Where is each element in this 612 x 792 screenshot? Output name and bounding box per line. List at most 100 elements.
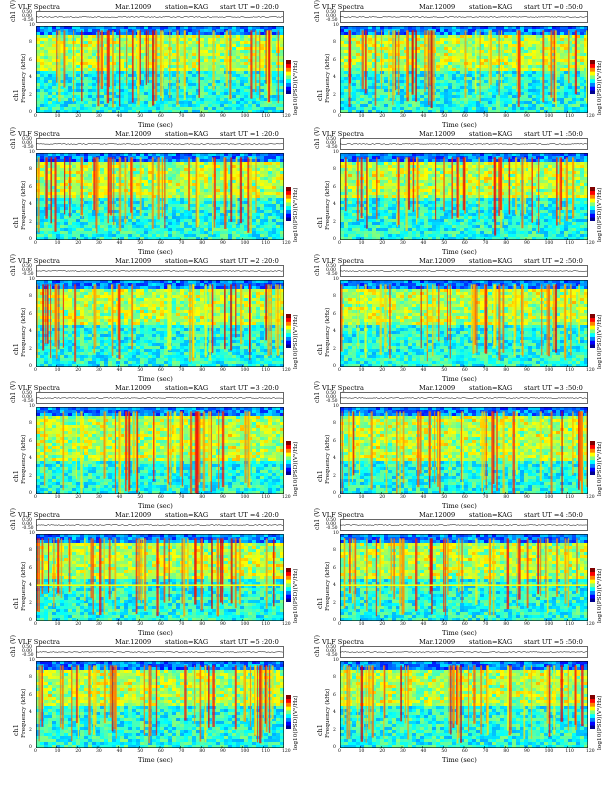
spectrogram-cell	[384, 86, 388, 89]
spectrogram-cell	[216, 165, 220, 168]
spectrogram-cell	[228, 159, 232, 162]
spectrogram-cell	[68, 80, 72, 83]
spectrogram-cell	[392, 110, 396, 113]
spectrogram-cell	[232, 68, 236, 71]
spectrogram-cell	[352, 38, 356, 41]
spectrogram-cell	[184, 26, 188, 29]
spectrogram-cell	[128, 65, 132, 68]
spectrogram-cell	[116, 198, 120, 201]
spectrogram-cell	[36, 32, 40, 35]
y-tick-label: 2	[29, 93, 32, 99]
spectrogram-cell	[260, 86, 264, 89]
spectrogram-cell	[64, 26, 68, 29]
spectrogram-cell	[576, 77, 580, 80]
spectrogram-cell	[204, 186, 208, 189]
spectrogram-cell	[528, 80, 532, 83]
spectrogram-cell	[580, 89, 584, 92]
spectrogram-cell	[204, 74, 208, 77]
spectrogram-cell	[128, 92, 132, 95]
spectrogram-cell	[572, 77, 576, 80]
spectrogram-cell	[564, 44, 568, 47]
spectrogram-cell	[236, 68, 240, 71]
spectrogram-cell	[76, 38, 80, 41]
spectrogram-cell	[176, 153, 180, 156]
spectrogram-cell	[104, 80, 108, 83]
spectrogram-cell	[528, 56, 532, 59]
spectrogram-cell	[44, 74, 48, 77]
spectrogram-cell	[468, 59, 472, 62]
spectrogram-cell	[44, 26, 48, 29]
spectrogram-cell	[88, 59, 92, 62]
spectrogram-cell	[248, 110, 252, 113]
spectrogram-cell	[112, 98, 116, 101]
y-tick-label: 10	[333, 23, 339, 29]
spectrogram-cell	[268, 168, 272, 171]
spectrogram-cell	[520, 80, 524, 83]
spectrogram-cell	[368, 89, 372, 92]
spectrogram-cell	[132, 56, 136, 59]
spectrogram-cell	[88, 74, 92, 77]
spectrogram-cell	[576, 83, 580, 86]
spectrogram-cell	[484, 107, 488, 110]
spectrogram-cell	[424, 56, 428, 59]
spectrogram-cell	[52, 41, 56, 44]
spectrogram-cell	[384, 74, 388, 77]
spectrogram-cell	[112, 47, 116, 50]
spectrogram-cell	[208, 41, 212, 44]
spectrogram-cell	[240, 83, 244, 86]
spectrogram-cell	[48, 174, 52, 177]
spectrogram-cell	[64, 32, 68, 35]
spectrogram-cell	[180, 95, 184, 98]
spectrogram-cell	[548, 110, 552, 113]
spectrogram-cell	[64, 204, 68, 207]
spectrogram-cell	[104, 183, 108, 186]
spectrogram-cell	[40, 62, 44, 65]
spectrogram-cell	[88, 92, 92, 95]
spectrogram-cell	[552, 107, 556, 110]
spectrogram-burst	[568, 30, 570, 84]
spectrogram-cell	[376, 32, 380, 35]
spectrogram-cell	[184, 174, 188, 177]
spectrogram-cell	[104, 32, 108, 35]
spectrogram-cell	[40, 201, 44, 204]
spectrogram-cell	[156, 86, 160, 89]
spectrogram-cell	[204, 44, 208, 47]
spectrogram-cell	[84, 80, 88, 83]
spectrogram-cell	[564, 107, 568, 110]
spectrogram-cell	[128, 171, 132, 174]
spectrogram-cell	[220, 68, 224, 71]
spectrogram-cell	[252, 104, 256, 107]
spectrogram-cell	[192, 62, 196, 65]
spectrogram-cell	[172, 65, 176, 68]
spectrogram-cell	[344, 68, 348, 71]
spectrogram-cell	[172, 29, 176, 32]
spectrogram-cell	[472, 101, 476, 104]
spectrogram-cell	[512, 101, 516, 104]
spectrogram-cell	[120, 192, 124, 195]
spectrogram-cell	[48, 74, 52, 77]
spectrogram-cell	[576, 65, 580, 68]
spectrogram-cell	[64, 159, 68, 162]
spectrogram-cell	[256, 98, 260, 101]
spectrogram-cell	[40, 77, 44, 80]
spectrogram-cell	[100, 174, 104, 177]
spectrogram-cell	[344, 95, 348, 98]
spectrogram-cell	[264, 98, 268, 101]
spectrogram-cell	[104, 44, 108, 47]
spectrogram-cell	[168, 156, 172, 159]
spectrogram-cell	[508, 62, 512, 65]
spectrogram-cell	[160, 26, 164, 29]
spectrogram-cell	[84, 165, 88, 168]
spectrogram-burst	[198, 30, 200, 98]
spectrogram-cell	[524, 89, 528, 92]
spectrogram-cell	[280, 153, 284, 156]
spectrogram-cell	[68, 74, 72, 77]
spectrogram-cell	[64, 110, 68, 113]
spectrogram-cell	[200, 53, 204, 56]
spectrogram-cell	[452, 110, 456, 113]
spectrogram-cell	[476, 59, 480, 62]
spectrogram-cell	[60, 35, 64, 38]
spectrogram-burst	[397, 30, 400, 95]
colorbar-segment	[286, 86, 291, 91]
spectrogram-cell	[60, 80, 64, 83]
